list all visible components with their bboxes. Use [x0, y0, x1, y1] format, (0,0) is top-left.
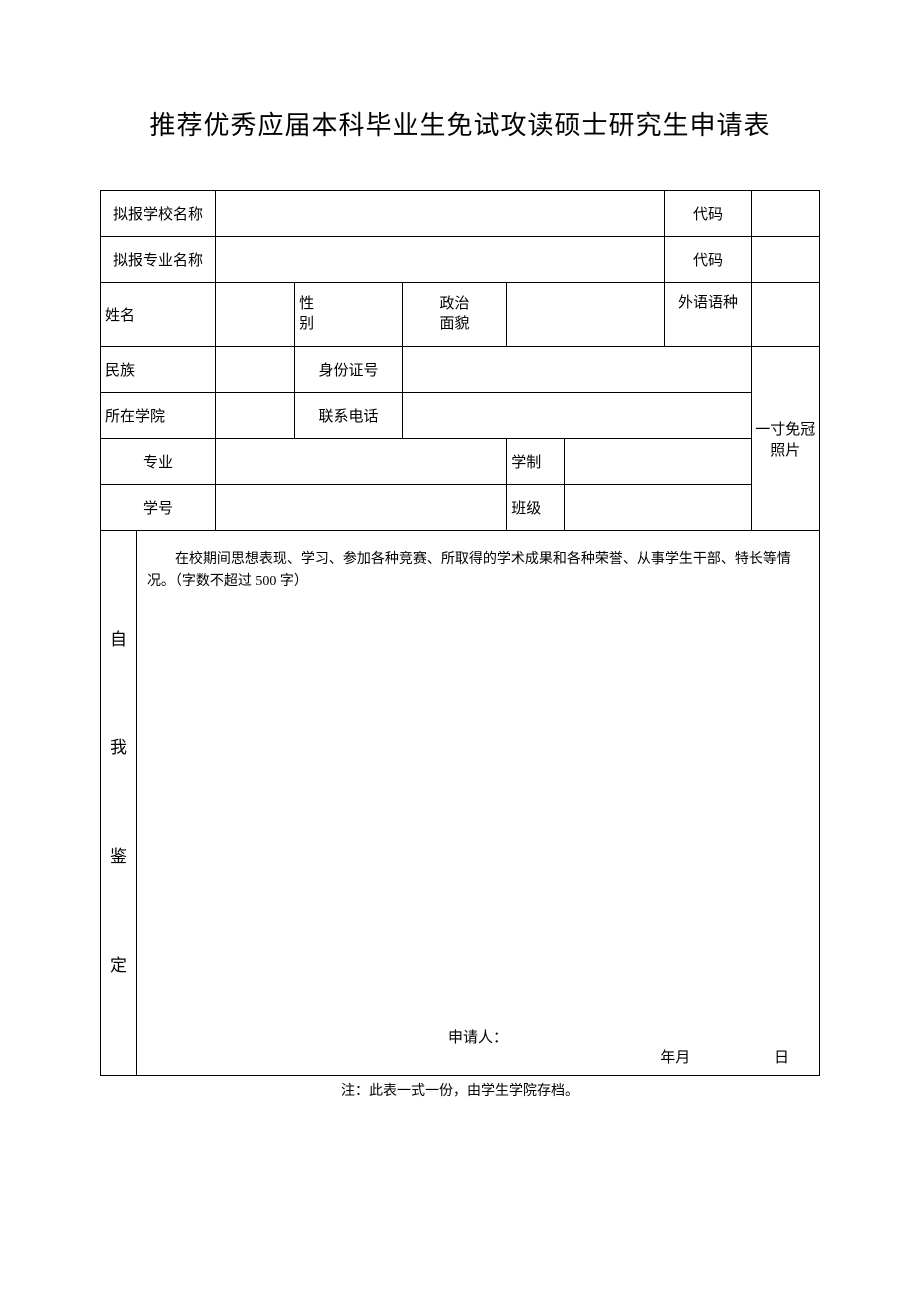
label-student-id: 学号 [101, 485, 216, 531]
gender-line1: 性 [299, 296, 314, 312]
label-ethnicity: 民族 [101, 347, 216, 393]
form-footnote: 注：此表一式一份，由学生学院存档。 [100, 1080, 820, 1100]
date-line: 年月 日 [660, 1046, 789, 1067]
label-gender: 性 别 [295, 283, 403, 347]
row-college: 所在学院 联系电话 [101, 393, 820, 439]
self-evaluation-content: 在校期间思想表现、学习、参加各种竞赛、所取得的学术成果和各种荣誉、从事学生干部、… [136, 531, 819, 1076]
row-major-apply: 拟报专业名称 代码 [101, 237, 820, 283]
application-form-table: 拟报学校名称 代码 拟报专业名称 代码 姓名 性 别 政治 面 [100, 190, 820, 1076]
label-school-name: 拟报学校名称 [101, 191, 216, 237]
photo-placeholder: 一寸免冠照片 [751, 347, 819, 531]
value-major-code [751, 237, 819, 283]
political-line2: 面貌 [440, 316, 470, 332]
self-eval-instruction: 在校期间思想表现、学习、参加各种竞赛、所取得的学术成果和各种荣誉、从事学生干部、… [147, 549, 809, 594]
value-college [216, 393, 295, 439]
label-phone: 联系电话 [295, 393, 403, 439]
row-ethnicity: 民族 身份证号 一寸免冠照片 [101, 347, 820, 393]
self-eval-char-1: 自 [110, 630, 127, 649]
self-eval-char-4: 定 [110, 956, 127, 975]
value-school-code [751, 191, 819, 237]
value-name [216, 283, 295, 347]
value-phone [402, 393, 751, 439]
form-title: 推荐优秀应届本科毕业生免试攻读硕士研究生申请表 [100, 105, 820, 142]
label-political: 政治 面貌 [402, 283, 506, 347]
value-foreign-lang [751, 283, 819, 347]
label-major: 专业 [101, 439, 216, 485]
value-school-name [216, 191, 665, 237]
gender-line2: 别 [299, 316, 314, 332]
value-student-id [216, 485, 507, 531]
value-schooling [564, 439, 751, 485]
value-political [507, 283, 665, 347]
label-id-number: 身份证号 [295, 347, 403, 393]
label-major-code: 代码 [665, 237, 751, 283]
applicant-signature-line: 申请人： [137, 1026, 819, 1047]
date-day: 日 [774, 1050, 789, 1066]
label-foreign-lang: 外语语种 [665, 283, 751, 347]
page-container: 推荐优秀应届本科毕业生免试攻读硕士研究生申请表 拟报学校名称 代码 拟报专业名称… [0, 0, 920, 1100]
row-student-id: 学号 班级 [101, 485, 820, 531]
value-major-name [216, 237, 665, 283]
row-school: 拟报学校名称 代码 [101, 191, 820, 237]
self-eval-char-3: 鉴 [110, 847, 127, 866]
self-eval-char-2: 我 [110, 738, 127, 757]
value-class [564, 485, 751, 531]
value-ethnicity [216, 347, 295, 393]
row-name: 姓名 性 别 政治 面貌 外语语种 [101, 283, 820, 347]
label-schooling: 学制 [507, 439, 565, 485]
label-major-name: 拟报专业名称 [101, 237, 216, 283]
value-major [216, 439, 507, 485]
label-self-evaluation: 自 我 鉴 定 [101, 531, 137, 1076]
political-line1: 政治 [440, 296, 470, 312]
label-college: 所在学院 [101, 393, 216, 439]
label-class: 班级 [507, 485, 565, 531]
row-major: 专业 学制 [101, 439, 820, 485]
row-self-eval: 自 我 鉴 定 在校期间思想表现、学习、参加各种竞赛、所取得的学术成果和各种荣誉… [101, 531, 820, 1076]
label-name: 姓名 [101, 283, 216, 347]
label-school-code: 代码 [665, 191, 751, 237]
value-id-number [402, 347, 751, 393]
date-year-month: 年月 [660, 1050, 690, 1066]
